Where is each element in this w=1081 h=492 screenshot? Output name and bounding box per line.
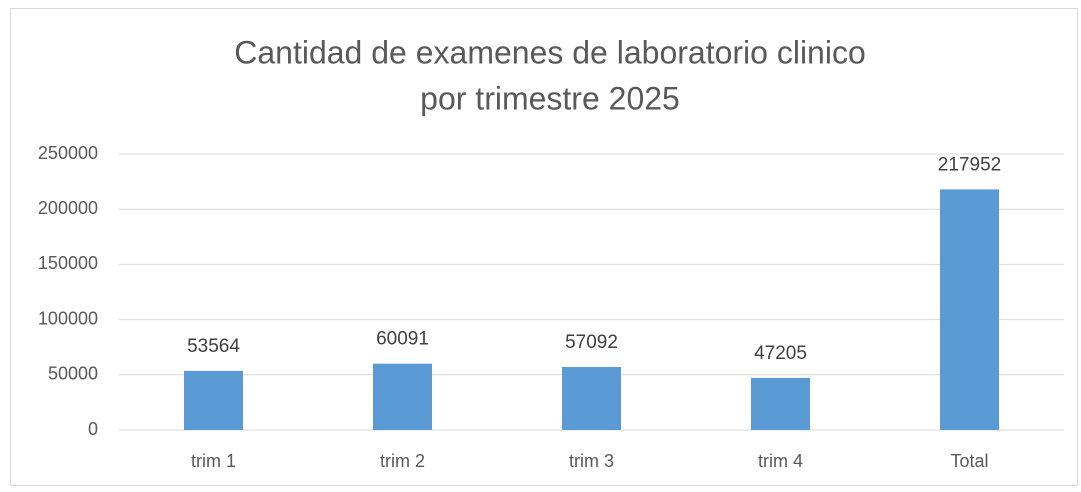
value-label: 60091 — [376, 329, 429, 350]
x-tick-label: trim 3 — [569, 451, 614, 471]
y-tick-label: 250000 — [38, 143, 98, 163]
y-tick-label: 200000 — [38, 198, 98, 218]
chart-title: por trimestre 2025 — [420, 80, 680, 116]
bar — [184, 370, 243, 430]
bar — [562, 366, 621, 430]
x-tick-label: trim 1 — [191, 451, 236, 471]
value-label: 53564 — [187, 336, 240, 357]
x-tick-label: trim 4 — [758, 451, 803, 471]
x-tick-label: trim 2 — [380, 451, 425, 471]
chart-title: Cantidad de examenes de laboratorio clin… — [234, 34, 866, 70]
value-label: 217952 — [938, 154, 1001, 175]
y-tick-label: 0 — [88, 419, 98, 439]
x-tick-label: Total — [950, 451, 988, 471]
value-label: 57092 — [565, 332, 618, 353]
bar — [940, 189, 999, 430]
y-tick-label: 150000 — [38, 253, 98, 273]
y-tick-label: 100000 — [38, 308, 98, 328]
bar — [373, 363, 432, 430]
y-tick-label: 50000 — [48, 364, 98, 384]
value-label: 47205 — [754, 343, 807, 364]
bar — [751, 377, 810, 430]
